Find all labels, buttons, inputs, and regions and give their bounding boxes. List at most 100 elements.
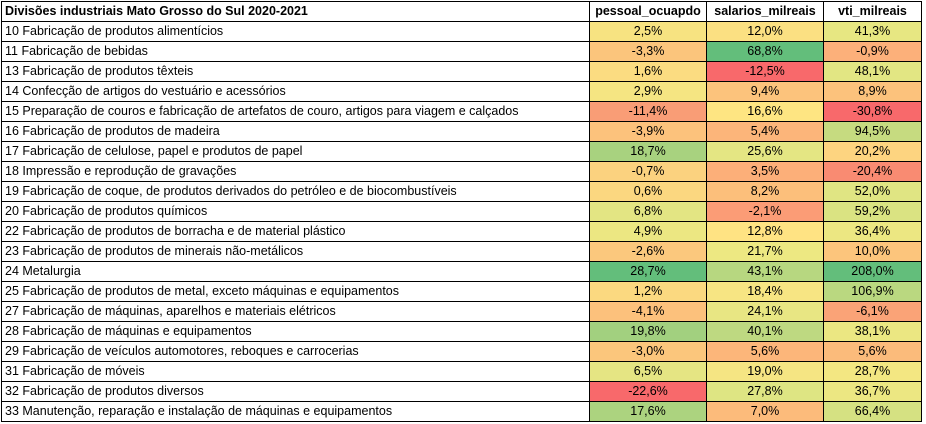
salarios-cell[interactable]: -12,5% <box>706 61 824 82</box>
division-label-cell[interactable]: 32 Fabricação de produtos diversos <box>1 381 590 402</box>
division-label-cell[interactable]: 31 Fabricação de móveis <box>1 361 590 382</box>
division-label-cell[interactable]: 18 Impressão e reprodução de gravações <box>1 161 590 182</box>
pessoal-ocupado-cell[interactable]: -22,6% <box>589 381 707 402</box>
table-row: 16 Fabricação de produtos de madeira -3,9… <box>1 121 922 142</box>
pessoal-ocupado-cell[interactable]: -3,0% <box>589 341 707 362</box>
vti-cell[interactable]: 59,2% <box>823 201 922 222</box>
vti-cell[interactable]: 28,7% <box>823 361 922 382</box>
table-row: 13 Fabricação de produtos têxteis 1,6% -12… <box>1 61 922 82</box>
pessoal-ocupado-cell[interactable]: 6,8% <box>589 201 707 222</box>
vti-cell[interactable]: 38,1% <box>823 321 922 342</box>
salarios-cell[interactable]: 43,1% <box>706 261 824 282</box>
pessoal-ocupado-cell[interactable]: 2,5% <box>589 21 707 42</box>
vti-cell[interactable]: 36,7% <box>823 381 922 402</box>
division-label-cell[interactable]: 17 Fabricação de celulose, papel e produ… <box>1 141 590 162</box>
vti-cell[interactable]: -6,1% <box>823 301 922 322</box>
pessoal-ocupado-cell[interactable]: 2,9% <box>589 81 707 102</box>
salarios-cell[interactable]: -2,1% <box>706 201 824 222</box>
header-salarios[interactable]: salarios_milreais <box>706 1 824 22</box>
division-label-cell[interactable]: 13 Fabricação de produtos têxteis <box>1 61 590 82</box>
header-pessoal-ocupado[interactable]: pessoal_ocuapdo <box>589 1 707 22</box>
pessoal-ocupado-cell[interactable]: -4,1% <box>589 301 707 322</box>
division-label-cell[interactable]: 24 Metalurgia <box>1 261 590 282</box>
pessoal-ocupado-cell[interactable]: 1,2% <box>589 281 707 302</box>
pessoal-ocupado-cell[interactable]: 0,6% <box>589 181 707 202</box>
pessoal-ocupado-cell[interactable]: 19,8% <box>589 321 707 342</box>
division-label-cell[interactable]: 28 Fabricação de máquinas e equipamentos <box>1 321 590 342</box>
vti-cell[interactable]: 8,9% <box>823 81 922 102</box>
vti-cell[interactable]: 10,0% <box>823 241 922 262</box>
table-row: 17 Fabricação de celulose, papel e produ… <box>1 141 922 162</box>
division-label-cell[interactable]: 22 Fabricação de produtos de borracha e … <box>1 221 590 242</box>
vti-cell[interactable]: 52,0% <box>823 181 922 202</box>
vti-cell[interactable]: 106,9% <box>823 281 922 302</box>
division-label-cell[interactable]: 16 Fabricação de produtos de madeira <box>1 121 590 142</box>
salarios-cell[interactable]: 19,0% <box>706 361 824 382</box>
table-row: 11 Fabricação de bebidas -3,3% 68,8% -0,9% <box>1 41 922 62</box>
vti-cell[interactable]: 20,2% <box>823 141 922 162</box>
pessoal-ocupado-cell[interactable]: -3,3% <box>589 41 707 62</box>
vti-cell[interactable]: 94,5% <box>823 121 922 142</box>
table-row: 15 Preparação de couros e fabricação de … <box>1 101 922 122</box>
salarios-cell[interactable]: 9,4% <box>706 81 824 102</box>
division-label-cell[interactable]: 23 Fabricação de produtos de minerais nã… <box>1 241 590 262</box>
vti-cell[interactable]: 5,6% <box>823 341 922 362</box>
salarios-cell[interactable]: 68,8% <box>706 41 824 62</box>
pessoal-ocupado-cell[interactable]: 18,7% <box>589 141 707 162</box>
table-row: 24 Metalurgia 28,7% 43,1% 208,0% <box>1 261 922 282</box>
division-label-cell[interactable]: 25 Fabricação de produtos de metal, exce… <box>1 281 590 302</box>
vti-cell[interactable]: -30,8% <box>823 101 922 122</box>
salarios-cell[interactable]: 5,6% <box>706 341 824 362</box>
division-label-cell[interactable]: 15 Preparação de couros e fabricação de … <box>1 101 590 122</box>
pessoal-ocupado-cell[interactable]: 6,5% <box>589 361 707 382</box>
division-label-cell[interactable]: 11 Fabricação de bebidas <box>1 41 590 62</box>
pessoal-ocupado-cell[interactable]: 17,6% <box>589 401 707 422</box>
pessoal-ocupado-cell[interactable]: -11,4% <box>589 101 707 122</box>
vti-cell[interactable]: 41,3% <box>823 21 922 42</box>
table-row: 27 Fabricação de máquinas, aparelhos e m… <box>1 301 922 322</box>
table-row: 22 Fabricação de produtos de borracha e … <box>1 221 922 242</box>
salarios-cell[interactable]: 7,0% <box>706 401 824 422</box>
header-divisoes[interactable]: Divisões industriais Mato Grosso do Sul … <box>1 1 590 22</box>
salarios-cell[interactable]: 8,2% <box>706 181 824 202</box>
pessoal-ocupado-cell[interactable]: -2,6% <box>589 241 707 262</box>
pessoal-ocupado-cell[interactable]: -3,9% <box>589 121 707 142</box>
division-label-cell[interactable]: 20 Fabricação de produtos químicos <box>1 201 590 222</box>
vti-cell[interactable]: 36,4% <box>823 221 922 242</box>
table-row: 32 Fabricação de produtos diversos -22,6%… <box>1 381 922 402</box>
division-label-cell[interactable]: 14 Confecção de artigos do vestuário e a… <box>1 81 590 102</box>
division-label-cell[interactable]: 29 Fabricação de veículos automotores, r… <box>1 341 590 362</box>
vti-cell[interactable]: -20,4% <box>823 161 922 182</box>
salarios-cell[interactable]: 5,4% <box>706 121 824 142</box>
vti-cell[interactable]: -0,9% <box>823 41 922 62</box>
table-row: 19 Fabricação de coque, de produtos deri… <box>1 181 922 202</box>
table-row: 23 Fabricação de produtos de minerais nã… <box>1 241 922 262</box>
division-label-cell[interactable]: 10 Fabricação de produtos alimentícios <box>1 21 590 42</box>
pessoal-ocupado-cell[interactable]: -0,7% <box>589 161 707 182</box>
pessoal-ocupado-cell[interactable]: 4,9% <box>589 221 707 242</box>
division-label-cell[interactable]: 33 Manutenção, reparação e instalação de… <box>1 401 590 422</box>
salarios-cell[interactable]: 40,1% <box>706 321 824 342</box>
vti-cell[interactable]: 208,0% <box>823 261 922 282</box>
vti-cell[interactable]: 66,4% <box>823 401 922 422</box>
header-vti[interactable]: vti_milreais <box>823 1 922 22</box>
pessoal-ocupado-cell[interactable]: 28,7% <box>589 261 707 282</box>
table-body: 10 Fabricação de produtos alimentícios 2,… <box>1 21 922 422</box>
salarios-cell[interactable]: 27,8% <box>706 381 824 402</box>
salarios-cell[interactable]: 18,4% <box>706 281 824 302</box>
division-label-cell[interactable]: 27 Fabricação de máquinas, aparelhos e m… <box>1 301 590 322</box>
salarios-cell[interactable]: 24,1% <box>706 301 824 322</box>
table-row: 29 Fabricação de veículos automotores, r… <box>1 341 922 362</box>
salarios-cell[interactable]: 3,5% <box>706 161 824 182</box>
salarios-cell[interactable]: 21,7% <box>706 241 824 262</box>
salarios-cell[interactable]: 12,8% <box>706 221 824 242</box>
salarios-cell[interactable]: 12,0% <box>706 21 824 42</box>
vti-cell[interactable]: 48,1% <box>823 61 922 82</box>
salarios-cell[interactable]: 25,6% <box>706 141 824 162</box>
division-label-cell[interactable]: 19 Fabricação de coque, de produtos deri… <box>1 181 590 202</box>
table-row: 14 Confecção de artigos do vestuário e a… <box>1 81 922 102</box>
salarios-cell[interactable]: 16,6% <box>706 101 824 122</box>
pessoal-ocupado-cell[interactable]: 1,6% <box>589 61 707 82</box>
table-row: 18 Impressão e reprodução de gravações -0… <box>1 161 922 182</box>
